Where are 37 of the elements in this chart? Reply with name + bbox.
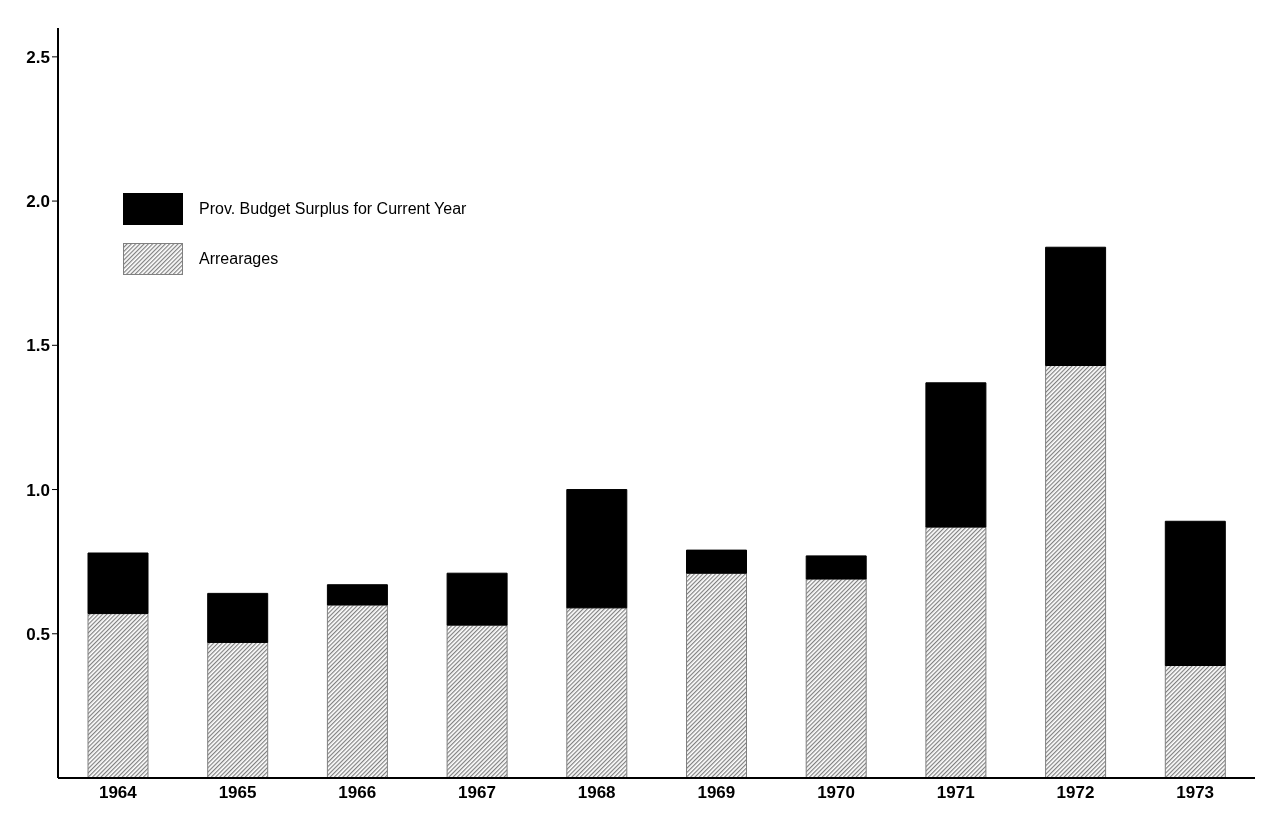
x-tick-label: 1965 — [218, 783, 257, 803]
bar — [446, 572, 508, 626]
bar — [805, 578, 867, 778]
y-tick-label: 2.0 — [26, 192, 50, 212]
bar — [207, 641, 269, 778]
x-tick-label: 1968 — [577, 783, 616, 803]
bar — [1164, 520, 1226, 666]
y-tick-label: 0.5 — [26, 624, 50, 644]
x-tick-label: 1967 — [458, 783, 496, 803]
x-tick-label: 1972 — [1056, 783, 1095, 803]
bar — [207, 592, 269, 643]
x-tick-label: 1969 — [697, 783, 736, 803]
bar — [87, 552, 149, 615]
bar — [925, 526, 987, 778]
y-tick-label: 1.0 — [26, 480, 50, 500]
bar — [1045, 365, 1107, 778]
legend-label: Arrearages — [199, 250, 279, 268]
y-tick-label: 2.5 — [26, 47, 50, 67]
bar — [925, 382, 987, 528]
bar — [686, 549, 747, 574]
bar — [326, 584, 388, 606]
x-tick-label: 1970 — [817, 783, 855, 803]
bar — [805, 555, 867, 580]
bar — [686, 572, 747, 778]
x-tick-label: 1966 — [338, 783, 377, 803]
x-tick-label: 1971 — [936, 783, 975, 803]
y-tick-label: 1.5 — [26, 336, 50, 356]
x-tick-label: 1973 — [1176, 783, 1215, 803]
bar — [1164, 665, 1226, 778]
bar — [446, 624, 508, 778]
bar — [1045, 246, 1107, 366]
bar — [566, 489, 628, 609]
bar — [566, 607, 628, 778]
x-tick-label: 1964 — [98, 783, 138, 803]
legend-label: Prov. Budget Surplus for Current Year — [199, 200, 467, 218]
bar — [326, 604, 388, 778]
bar — [87, 613, 149, 778]
